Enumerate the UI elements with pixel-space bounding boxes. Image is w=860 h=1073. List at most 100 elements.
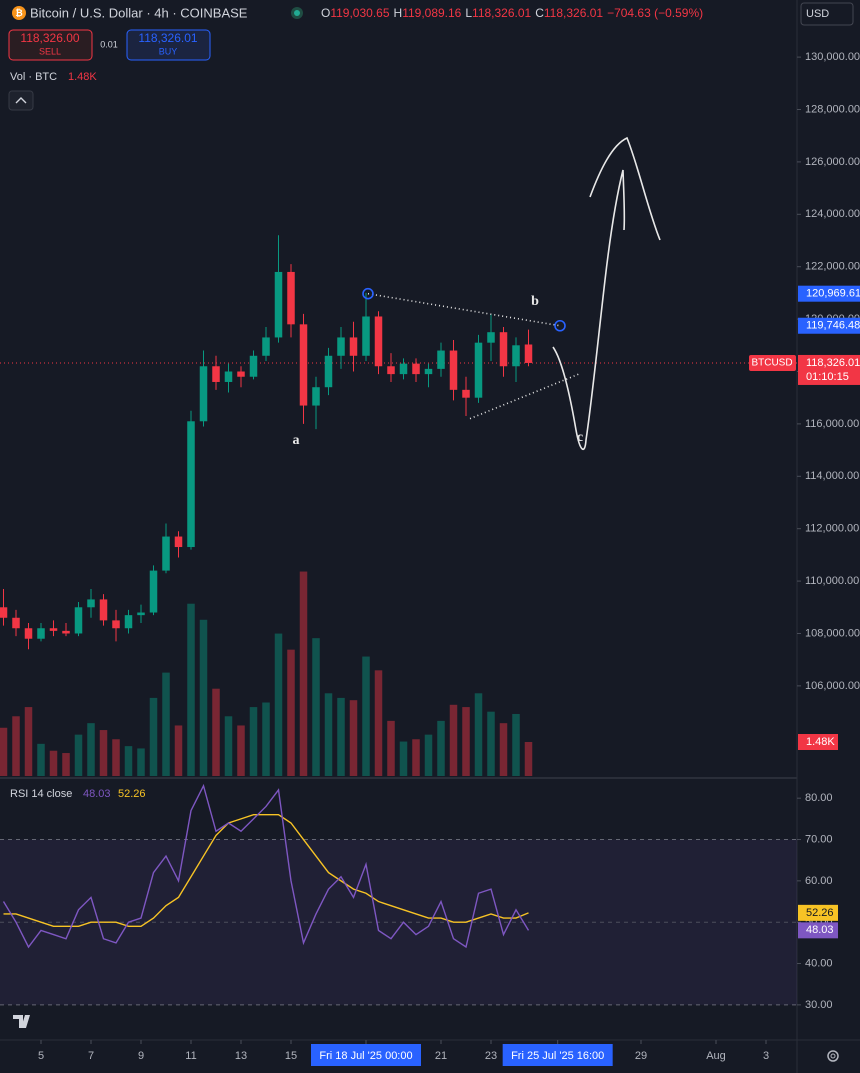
trendline-price-label: 120,969.61 [806,288,860,300]
countdown-label: 01:10:15 [806,371,849,383]
volume-bar [212,688,220,776]
ohlc-value: 118,326.01 [544,6,603,20]
buy-button[interactable] [126,29,211,61]
x-tick-label: Aug [706,1050,726,1062]
x-tick-label: Fri 25 Jul '25 16:00 [511,1050,604,1062]
candle-body [237,371,245,377]
volume-bar [149,697,158,776]
candle-body [224,371,233,382]
sell-button[interactable] [8,29,93,61]
rsi-axis-label-bg [798,922,838,939]
candle-body [499,332,508,367]
candle-body [0,607,8,618]
candle-body [274,271,283,338]
y-tick-label: 130,000.00 [805,51,860,63]
volume-title: Vol · BTC [10,71,57,83]
wave-label: c [577,430,583,445]
y-tick-label: 122,000.00 [805,261,860,273]
volume-bar [237,725,245,776]
candle-body [149,570,158,613]
rsi-y-tick-label: 60.00 [805,875,833,887]
x-tick-label: 15 [285,1050,297,1062]
volume-bar [512,713,520,776]
candle-body [412,363,420,375]
logo [13,1015,30,1028]
market-status-dot [294,10,300,16]
volume-axis-label: 1.48K [806,736,835,748]
rsi-band [0,839,797,1005]
candle-body [287,271,295,325]
x-tick-label: Fri 18 Jul '25 00:00 [319,1050,412,1062]
trendline-price-label-bg [798,285,860,302]
last-price-label: 118,326.01 [806,357,860,369]
candle-body [424,368,433,375]
sell-label[interactable]: SELL [39,46,61,56]
symbol-label: BTCUSD [751,358,792,369]
ohlc-key: H [394,6,403,20]
trendline-handle [362,287,374,300]
candle-body [524,344,533,363]
x-tick-label: 5 [38,1050,44,1062]
volume-bar [12,716,20,776]
x-tick-label: 7 [88,1050,94,1062]
buy-label[interactable]: BUY [159,46,178,56]
y-tick-label: 108,000.00 [805,627,860,639]
volume-bar [474,693,483,776]
last-price-label-bg [798,354,860,385]
volume-bar [487,711,495,776]
candle-body [249,355,258,377]
symbol-label-bg [749,354,796,371]
spread: 0.01 [100,39,118,49]
candle-body [62,630,70,634]
rsi-axis-label-bg [798,904,838,921]
volume-bar [412,739,420,776]
volume-bar [62,753,70,776]
sell-price[interactable]: 118,326.00 [20,31,79,45]
volume-bar [24,707,33,776]
collapse-button[interactable] [8,90,34,111]
y-tick-label: 126,000.00 [805,156,860,168]
x-tick-label: 21 [435,1050,447,1062]
collapse-icon[interactable] [15,97,27,104]
rsi-axis-label: 48.03 [806,924,834,936]
candle-body [462,389,470,398]
candle-body [262,337,270,356]
currency-label[interactable]: USD [806,8,829,20]
volume-bar [137,748,145,776]
volume-bar [224,716,233,776]
trendline-price-label-bg [798,317,860,334]
rsi-line [2,783,530,949]
candle-body [487,332,495,343]
candle-body [387,366,395,375]
volume-bar [462,707,470,776]
rsi-axis-label: 52.26 [806,907,834,919]
currency-button[interactable] [800,2,854,26]
volume-bar [324,693,333,776]
settings-button[interactable] [827,1050,839,1062]
volume-bar [249,707,258,776]
volume-bar [424,734,433,776]
volume-bar [287,649,295,776]
wave-label: b [531,294,539,309]
rsi-legend-value: 48.03 [83,788,111,800]
ohlc: O119,030.65 H119,089.16 L118,326.01 C118,32… [321,6,703,20]
candle-body [187,421,195,548]
buy-price[interactable]: 118,326.01 [138,31,197,45]
wave-label: a [293,433,300,448]
candle-body [49,628,58,631]
volume-bar [399,741,408,776]
volume-bar [199,619,208,776]
candle-body [324,355,333,388]
volume-bar [387,720,395,776]
rsi-y-tick-label: 80.00 [805,792,833,804]
volume-bar [162,672,170,776]
settings-icon[interactable] [830,1053,836,1059]
volume-bar [349,700,358,776]
volume-bar [437,720,445,776]
candle-body [399,363,408,375]
rsi-ma-legend-value: 52.26 [118,788,146,800]
volume-bar [174,725,183,776]
